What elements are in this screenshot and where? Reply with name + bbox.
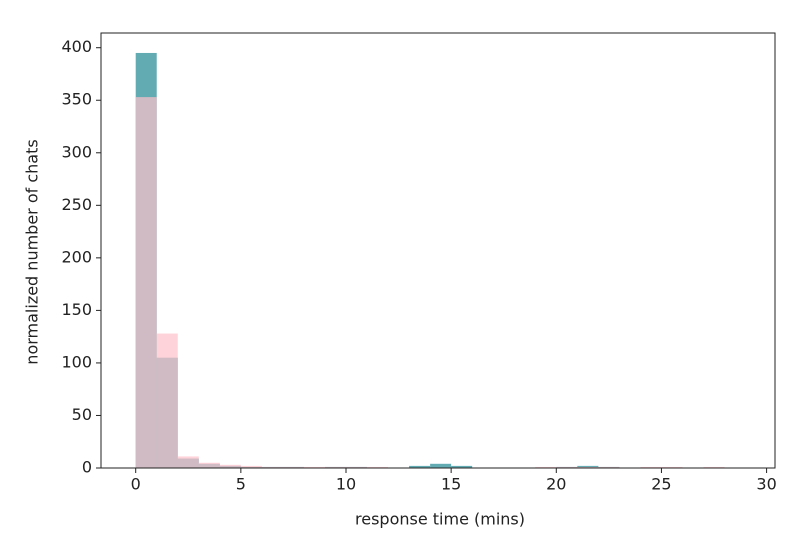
y-tick-label: 400 [61,37,92,56]
histogram-bar [282,466,304,468]
histogram-bar [430,463,452,468]
plot-frame [100,32,776,469]
histogram-bar [451,465,473,468]
histogram-bar [156,333,178,468]
y-axis-label: normalized number of chats [23,139,42,364]
histogram-bar [303,466,325,468]
x-tick-label: 5 [236,475,246,494]
x-tick-label: 20 [546,475,566,494]
histogram-bar [261,466,283,468]
x-tick-label: 25 [651,475,671,494]
histogram-bar [177,456,199,468]
histogram-bar [367,466,389,468]
histogram-bar [219,464,241,468]
y-tick-label: 150 [61,300,92,319]
histogram-bar [135,97,157,468]
histogram-bar [535,466,557,468]
x-tick-label: 30 [756,475,776,494]
x-tick-label: 0 [131,475,141,494]
histogram-bar [577,466,599,468]
histogram-bar [598,466,620,468]
histogram-bar [345,466,368,468]
y-tick-label: 100 [61,352,92,371]
x-tick-label: 10 [336,475,356,494]
histogram-bar [240,465,262,468]
y-tick-label: 0 [82,458,92,477]
y-tick-label: 350 [61,90,92,109]
histogram-bar [409,465,431,468]
histogram-bar [661,466,683,468]
histogram-bar [703,466,725,468]
y-tick-label: 200 [61,247,92,266]
histogram-bar [640,466,662,468]
y-tick-label: 50 [72,405,92,424]
histogram-bar [198,462,220,468]
x-tick-label: 15 [441,475,461,494]
y-tick-label: 250 [61,195,92,214]
x-axis-label: response time (mins) [355,510,525,529]
histogram-bar [556,466,578,468]
y-tick-label: 300 [61,142,92,161]
histogram-bar [324,466,346,468]
